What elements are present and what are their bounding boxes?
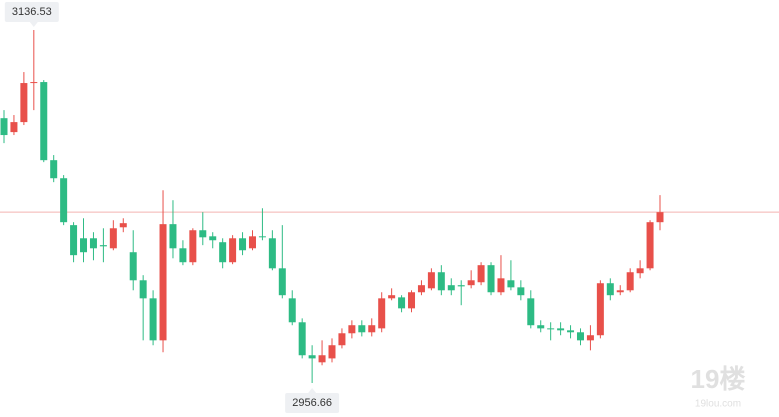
candle-body bbox=[656, 212, 664, 223]
candle-body bbox=[427, 272, 435, 289]
candle-body bbox=[30, 82, 38, 84]
candle-body bbox=[80, 238, 88, 253]
watermark-logo: 19楼 bbox=[691, 364, 746, 394]
candle-body bbox=[258, 236, 266, 238]
candle-body bbox=[547, 328, 555, 330]
candle-body bbox=[626, 272, 634, 291]
candle-body bbox=[537, 325, 545, 329]
candle-body bbox=[338, 333, 346, 346]
candle-body bbox=[417, 285, 425, 293]
candle-body bbox=[129, 252, 137, 281]
candle-body bbox=[199, 230, 207, 238]
candle-body bbox=[576, 332, 584, 341]
min-label: 2956.66 bbox=[292, 397, 332, 409]
max-label-pointer bbox=[29, 22, 38, 27]
candle-body bbox=[0, 118, 8, 136]
candle-body bbox=[527, 298, 535, 326]
candle-body bbox=[388, 295, 396, 299]
candle-body bbox=[318, 355, 326, 363]
candle-body bbox=[40, 82, 48, 161]
candle-body bbox=[586, 335, 594, 341]
max-label-box bbox=[4, 2, 59, 22]
candle-body bbox=[229, 238, 237, 263]
candle-body bbox=[209, 236, 217, 241]
candle-body bbox=[348, 325, 356, 334]
candle-body bbox=[268, 238, 276, 269]
candle-body bbox=[447, 285, 455, 291]
candle-body bbox=[596, 283, 604, 336]
candle-body bbox=[358, 325, 366, 333]
candle-body bbox=[636, 268, 644, 274]
candle-body bbox=[567, 330, 575, 333]
candle-body bbox=[437, 272, 445, 291]
min-label-pointer bbox=[308, 388, 317, 393]
candle-body bbox=[189, 230, 197, 263]
candle-body bbox=[239, 238, 247, 251]
candle-body bbox=[487, 265, 495, 293]
candle-body bbox=[378, 298, 386, 329]
max-label: 3136.53 bbox=[12, 6, 52, 18]
candle-body bbox=[477, 265, 485, 283]
candle-body bbox=[20, 83, 28, 123]
candle-body bbox=[99, 245, 107, 247]
min-label-box bbox=[285, 393, 340, 413]
candle-body bbox=[109, 228, 117, 249]
candle-body bbox=[467, 280, 475, 286]
candle-body bbox=[89, 238, 97, 249]
candle-body bbox=[10, 122, 18, 133]
candle-body bbox=[149, 298, 157, 341]
candle-body bbox=[328, 345, 336, 359]
candle-body bbox=[408, 292, 416, 309]
candle-body bbox=[457, 285, 465, 287]
candle-body bbox=[308, 355, 316, 359]
candle-body bbox=[616, 290, 624, 293]
candle-body bbox=[50, 160, 58, 179]
candle-body bbox=[159, 224, 167, 341]
candle-body bbox=[517, 287, 525, 296]
candle-body bbox=[278, 268, 286, 296]
candle-body bbox=[298, 322, 306, 356]
candle-body bbox=[497, 278, 505, 293]
candle-body bbox=[398, 297, 406, 309]
candle-body bbox=[646, 222, 654, 269]
candle-body bbox=[288, 298, 296, 323]
candle-body bbox=[179, 248, 187, 263]
candle-body bbox=[60, 178, 68, 223]
candle-body bbox=[169, 224, 177, 249]
watermark-site: 19lou.com bbox=[695, 399, 741, 410]
candle-body bbox=[70, 225, 78, 256]
candle-body bbox=[507, 280, 515, 288]
candle-body bbox=[119, 223, 127, 228]
candle-body bbox=[248, 236, 256, 249]
candle-body bbox=[219, 242, 227, 263]
candle-body bbox=[368, 325, 376, 333]
candle-body bbox=[557, 328, 565, 331]
candle-body bbox=[139, 280, 147, 299]
candle-body bbox=[606, 283, 614, 296]
